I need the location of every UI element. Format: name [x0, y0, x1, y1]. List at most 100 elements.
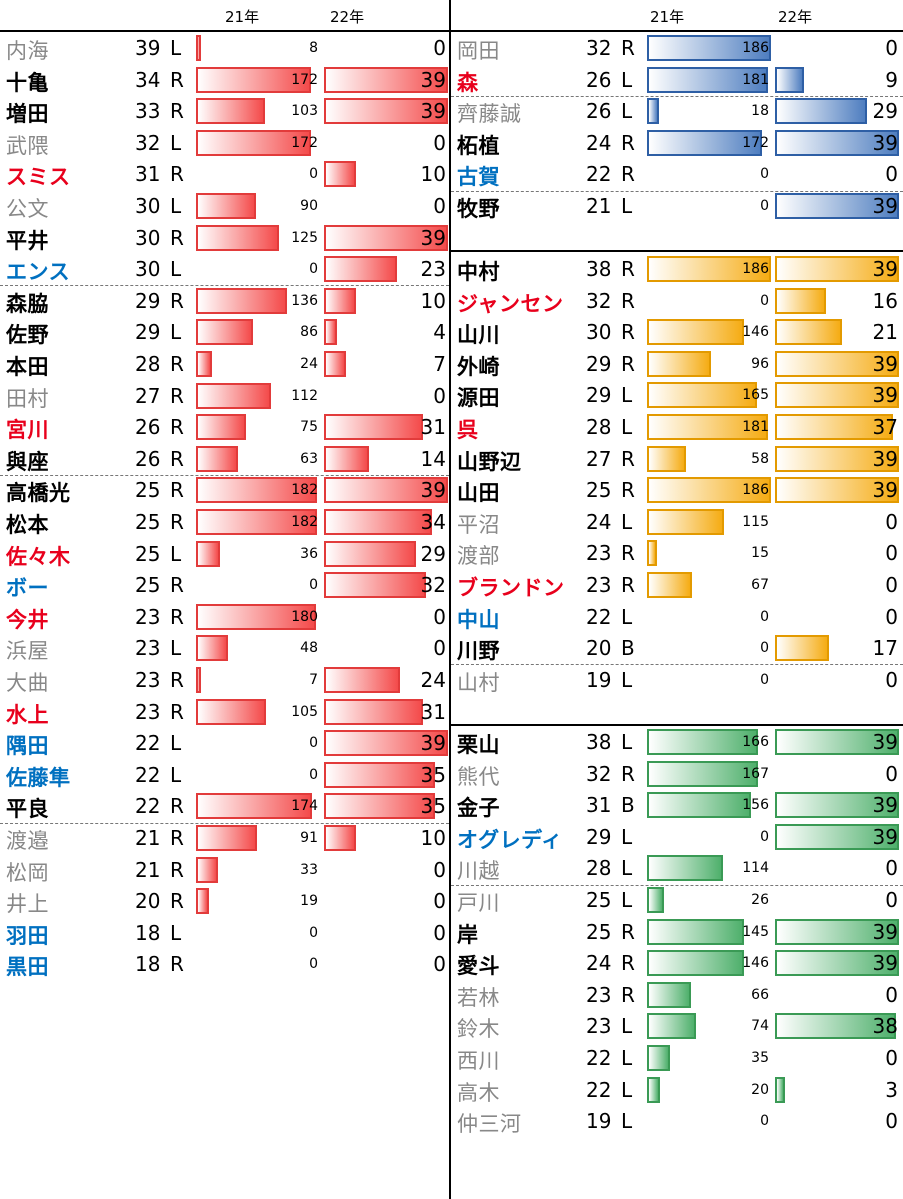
value-21: 181 [742, 71, 769, 88]
value-21: 181 [742, 419, 769, 435]
value-21: 15 [751, 545, 769, 562]
bar-22 [324, 761, 436, 788]
header-21-right: 21年 [650, 8, 685, 26]
player-age: 22 [135, 762, 161, 787]
player-age: 23 [586, 541, 612, 566]
value-21: 90 [300, 198, 318, 214]
bar-21 [647, 1045, 671, 1071]
player-name: 松本 [6, 513, 49, 537]
bar-22 [324, 793, 436, 820]
value-21: 182 [291, 482, 318, 499]
value-22: 39 [420, 478, 446, 503]
value-21: 167 [742, 765, 769, 782]
player-hand: R [621, 36, 635, 60]
player-row: 山川 30 R 146 21 [451, 317, 902, 349]
player-name: 山村 [457, 670, 500, 695]
player-name: 公文 [6, 197, 49, 221]
bar-21 [647, 414, 768, 440]
bar-22 [775, 193, 899, 219]
bar-21 [196, 540, 220, 567]
value-21: 7 [309, 672, 318, 688]
value-21: 0 [309, 577, 318, 594]
player-age: 38 [586, 730, 612, 754]
value-21: 182 [291, 514, 318, 530]
value-22: 39 [872, 130, 898, 155]
player-row: 公文 30 L 90 0 [0, 191, 451, 223]
value-21: 172 [291, 134, 318, 151]
player-hand: R [170, 478, 184, 503]
value-22: 0 [433, 920, 446, 945]
player-row: 高橋光 25 R 182 39 [0, 475, 451, 507]
value-21: 166 [742, 734, 769, 750]
player-hand: L [170, 194, 182, 218]
player-name: 金子 [457, 796, 500, 821]
player-row: 平井 30 R 125 39 [0, 223, 451, 255]
bar-21 [647, 887, 665, 913]
value-21: 0 [309, 924, 318, 941]
player-hand: R [621, 478, 635, 503]
player-row: 水上 23 R 105 31 [0, 697, 451, 729]
player-name: 大曲 [6, 671, 49, 695]
team-divider-orange-green [451, 724, 903, 726]
player-age: 18 [135, 952, 161, 977]
player-age: 25 [135, 541, 161, 566]
value-22: 39 [872, 793, 898, 818]
player-name: 水上 [6, 702, 49, 727]
value-22: 0 [885, 761, 898, 786]
player-age: 25 [135, 573, 161, 598]
value-21: 172 [742, 134, 769, 151]
player-hand: B [621, 793, 635, 818]
player-hand: R [170, 889, 184, 914]
player-hand: L [170, 36, 182, 60]
bar-22 [324, 698, 423, 725]
player-hand: R [170, 383, 184, 408]
value-21: 114 [742, 860, 769, 877]
player-row: 柘植 24 R 172 39 [451, 128, 902, 160]
value-21: 0 [760, 166, 769, 183]
value-21: 146 [742, 324, 769, 341]
player-age: 38 [586, 257, 612, 281]
value-21: 0 [309, 166, 318, 183]
player-hand: L [621, 509, 633, 534]
player-age: 25 [135, 478, 161, 503]
value-21: 74 [751, 1018, 769, 1035]
value-21: 105 [291, 703, 318, 720]
bar-21 [647, 508, 724, 535]
player-name: 鈴木 [457, 1017, 500, 1042]
value-22: 0 [433, 130, 446, 155]
player-age: 30 [135, 225, 161, 250]
player-age: 28 [135, 352, 161, 376]
value-22: 29 [420, 541, 446, 566]
value-21: 103 [291, 103, 318, 120]
player-age: 30 [135, 257, 161, 282]
player-name: 松岡 [6, 860, 49, 885]
player-age: 19 [586, 667, 612, 692]
player-age: 32 [586, 288, 612, 313]
bar-21 [196, 98, 265, 125]
player-row: 川越 28 L 114 0 [451, 853, 902, 885]
bar-21 [647, 477, 771, 504]
player-hand: R [170, 99, 184, 124]
player-name: 黒田 [6, 955, 49, 980]
player-hand: R [170, 67, 184, 92]
value-22: 39 [872, 951, 898, 976]
player-row: 渡邉 21 R 91 10 [0, 823, 451, 855]
player-row: 増田 33 R 103 39 [0, 96, 451, 128]
bar-22 [324, 509, 433, 535]
value-21: 86 [300, 324, 318, 341]
player-name: 熊代 [457, 764, 500, 789]
player-age: 26 [135, 446, 161, 471]
value-22: 0 [885, 667, 898, 692]
header-21-left: 21年 [225, 8, 260, 26]
player-name: 愛斗 [457, 954, 500, 979]
player-age: 22 [586, 1046, 612, 1070]
bar-21 [647, 1076, 661, 1103]
player-age: 31 [586, 793, 612, 818]
bar-21 [196, 382, 271, 409]
player-hand: R [621, 951, 635, 976]
player-name: 宮川 [6, 418, 49, 443]
value-21: 165 [742, 387, 769, 404]
player-name: 中山 [457, 607, 500, 632]
value-21: 35 [751, 1050, 769, 1066]
value-21: 112 [291, 387, 318, 404]
